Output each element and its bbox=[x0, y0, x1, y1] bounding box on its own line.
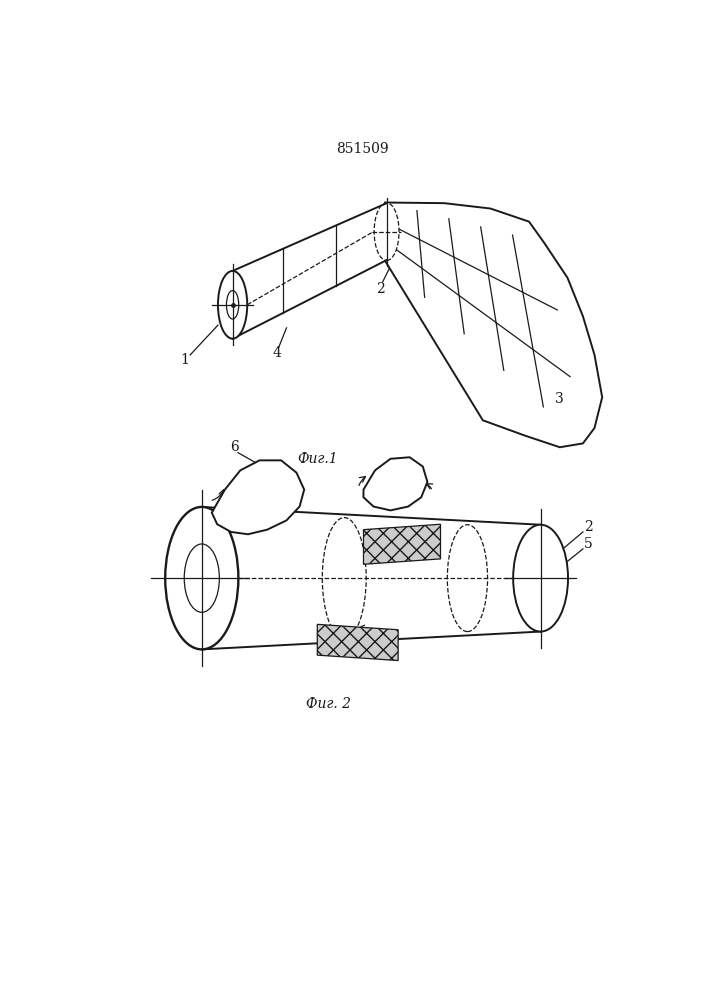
Text: 6: 6 bbox=[230, 440, 238, 454]
Ellipse shape bbox=[185, 544, 219, 612]
Text: 2: 2 bbox=[376, 282, 385, 296]
Text: 5: 5 bbox=[584, 537, 592, 551]
Ellipse shape bbox=[513, 525, 568, 632]
Polygon shape bbox=[363, 524, 440, 564]
Ellipse shape bbox=[165, 507, 238, 649]
Ellipse shape bbox=[374, 203, 399, 260]
Text: Фиг.1: Фиг.1 bbox=[297, 452, 338, 466]
Text: 851509: 851509 bbox=[336, 142, 388, 156]
Ellipse shape bbox=[218, 271, 247, 339]
Text: Фиг. 2: Фиг. 2 bbox=[306, 697, 351, 711]
Polygon shape bbox=[385, 203, 602, 447]
Text: 4: 4 bbox=[273, 346, 281, 360]
Ellipse shape bbox=[226, 291, 239, 319]
Text: 1: 1 bbox=[180, 353, 189, 367]
Polygon shape bbox=[212, 460, 304, 534]
Text: 3: 3 bbox=[556, 392, 564, 406]
Text: 2: 2 bbox=[584, 520, 592, 534]
Polygon shape bbox=[317, 624, 398, 661]
Polygon shape bbox=[363, 457, 428, 510]
